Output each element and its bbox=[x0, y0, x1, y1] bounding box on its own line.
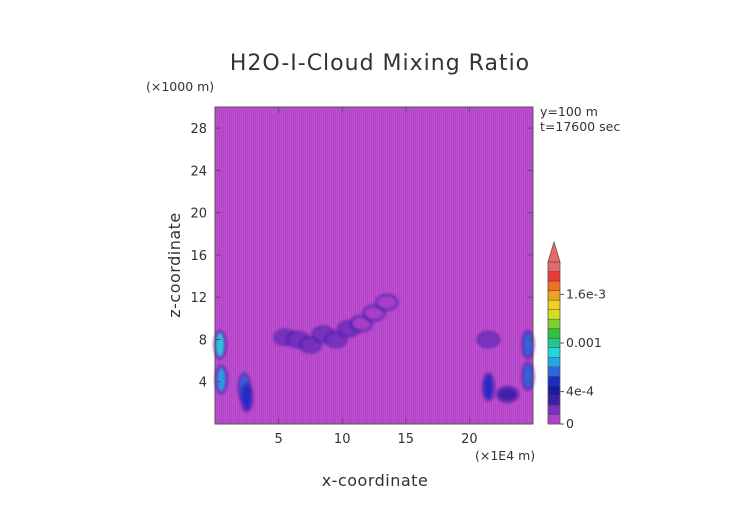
colorbar-segment bbox=[548, 309, 560, 320]
colorbar-segment bbox=[548, 271, 560, 282]
colorbar-segment bbox=[548, 414, 560, 425]
colorbar-segment bbox=[548, 366, 560, 377]
chart-title: H2O-I-Cloud Mixing Ratio bbox=[230, 51, 530, 76]
y-tick-label: 16 bbox=[190, 249, 207, 264]
colorbar-segment bbox=[548, 328, 560, 339]
colorbar-segment bbox=[548, 338, 560, 349]
plot-area bbox=[213, 106, 535, 425]
annotation-y: y=100 m bbox=[540, 104, 598, 119]
cloud-features bbox=[213, 293, 535, 413]
colorbar-tick-label: 0.001 bbox=[566, 335, 602, 350]
y-tick-label: 28 bbox=[190, 122, 207, 137]
colorbar-extend-arrow bbox=[547, 240, 561, 263]
colorbar-segment bbox=[548, 290, 560, 301]
colorbar-tick-label: 1.6e-3 bbox=[566, 286, 606, 301]
colorbar-tick-label: 0 bbox=[566, 416, 574, 431]
cloud-feature bbox=[498, 388, 517, 401]
cloud-feature bbox=[301, 338, 320, 351]
colorbar-segment bbox=[548, 347, 560, 358]
cloud-feature bbox=[242, 385, 251, 410]
y-tick-label: 8 bbox=[199, 333, 207, 348]
plot-border bbox=[214, 106, 534, 425]
colorbar-tick-label: 4e-4 bbox=[566, 384, 594, 399]
plot-background bbox=[215, 107, 533, 424]
y-axis-ticks: 4 8 12 16 20 24 28 bbox=[190, 122, 533, 391]
colorbar-segment bbox=[548, 300, 560, 310]
x-axis-ticks: 5 10 15 20 bbox=[274, 107, 478, 447]
y-tick-label: 24 bbox=[190, 164, 207, 179]
y-axis-label: z-coordinate bbox=[165, 212, 184, 318]
cloud-feature bbox=[217, 367, 226, 392]
x-axis-label: x-coordinate bbox=[322, 471, 429, 490]
cloud-feature bbox=[326, 333, 345, 346]
x-tick-label: 5 bbox=[274, 432, 282, 447]
cloud-feature bbox=[365, 307, 383, 320]
cloud-feature bbox=[377, 296, 396, 309]
colorbar-segment bbox=[548, 262, 560, 272]
cloud-feature bbox=[523, 364, 532, 389]
colorbar-segment bbox=[548, 281, 560, 291]
x-unit-label: (×1E4 m) bbox=[475, 448, 535, 463]
annotation-t: t=17600 sec bbox=[540, 119, 620, 134]
colorbar-segment bbox=[548, 404, 560, 415]
colorbar-segment bbox=[548, 385, 560, 396]
cloud-feature bbox=[479, 333, 498, 346]
colorbar-segment bbox=[548, 376, 560, 387]
colorbar-segment bbox=[548, 357, 560, 368]
y-tick-label: 12 bbox=[190, 291, 207, 306]
y-tick-label: 4 bbox=[199, 376, 207, 391]
cloud-feature bbox=[352, 317, 371, 330]
x-tick-label: 20 bbox=[461, 432, 478, 447]
colorbar-segment bbox=[548, 395, 560, 406]
x-tick-label: 10 bbox=[334, 432, 351, 447]
colorbar-segment bbox=[548, 319, 560, 330]
y-unit-label: (×1000 m) bbox=[146, 79, 214, 94]
x-tick-label: 15 bbox=[398, 432, 415, 447]
colorbar: 0 4e-4 0.001 1.6e-3 bbox=[547, 240, 606, 431]
cloud-feature bbox=[484, 375, 493, 400]
cloud-feature bbox=[523, 332, 532, 357]
y-tick-label: 20 bbox=[190, 207, 207, 222]
cloud-feature bbox=[216, 332, 225, 357]
